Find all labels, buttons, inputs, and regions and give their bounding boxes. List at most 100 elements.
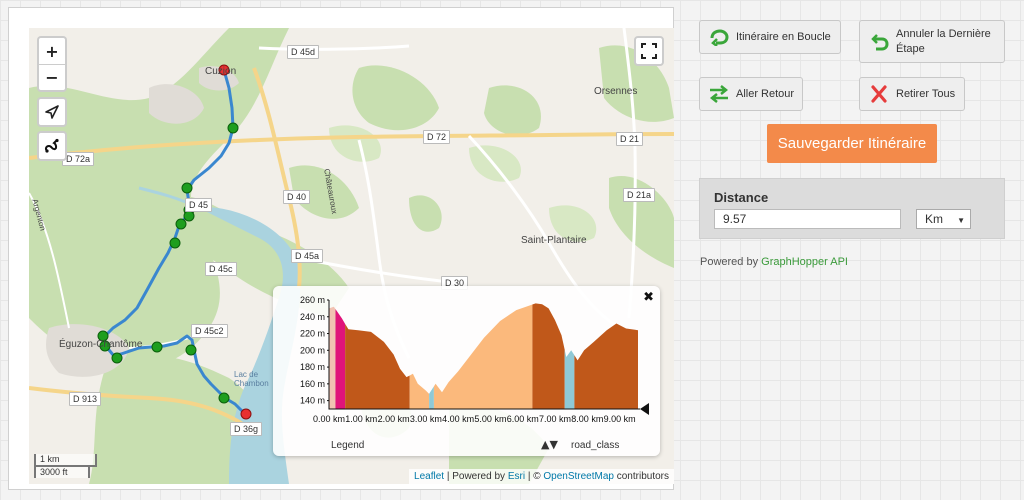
y-tick-label: 200 m — [300, 345, 325, 355]
y-tick-label: 160 m — [300, 379, 325, 389]
fullscreen-icon — [641, 43, 657, 59]
map-attribution: Leaflet | Powered by Esri | © OpenStreet… — [409, 469, 674, 484]
x-tick-label: 1.00 km — [345, 414, 377, 424]
unit-select[interactable]: Km ▼ — [916, 209, 971, 229]
remove-all-button[interactable]: Retirer Tous — [859, 77, 965, 111]
undo-line-2: Étape — [896, 42, 925, 55]
place-label: Éguzon-Chantôme — [59, 339, 143, 350]
remove-all-label: Retirer Tous — [896, 88, 956, 100]
road-badge: D 45c2 — [191, 324, 228, 338]
x-tick-label: 8.00 km — [571, 414, 603, 424]
distance-title: Distance — [714, 190, 769, 205]
place-label: Cuzion — [205, 66, 237, 77]
place-label: Lac de Chambon — [234, 370, 269, 388]
road-badge: D 45d — [287, 45, 320, 59]
graphhopper-link[interactable]: GraphHopper API — [761, 256, 848, 268]
road-badge: D 45c — [205, 262, 237, 276]
elevation-segment — [574, 323, 638, 409]
waypoint-marker — [181, 182, 193, 194]
elevation-segment — [532, 303, 565, 409]
x-tick-label: 9.00 km — [604, 414, 636, 424]
loop-route-button[interactable]: Itinéraire en Boucle — [699, 20, 841, 54]
loop-arrow-icon — [710, 29, 729, 46]
round-trip-button[interactable]: Aller Retour — [699, 77, 803, 111]
undo-arrow-icon — [871, 33, 889, 50]
elevation-segment — [433, 304, 533, 409]
y-tick-label: 220 m — [300, 329, 325, 339]
zoom-in-button[interactable]: + — [45, 41, 59, 61]
y-tick-label: 180 m — [300, 362, 325, 372]
elevation-axes — [328, 300, 640, 410]
attribution-text: | Powered by — [444, 471, 508, 482]
scale-bar: 1 km 3000 ft — [34, 454, 97, 478]
road-badge: D 21 — [616, 132, 644, 146]
end-marker — [240, 408, 252, 420]
waypoint-marker — [151, 341, 163, 353]
waypoint-marker — [175, 218, 187, 230]
route-tool-control — [37, 131, 67, 161]
osm-link[interactable]: OpenStreetMap — [543, 471, 614, 482]
x-tick-label: 4.00 km — [442, 414, 474, 424]
road-badge: D 36g — [230, 422, 263, 436]
waypoint-marker — [185, 344, 197, 356]
locate-button[interactable] — [39, 99, 65, 125]
undo-last-step-button[interactable]: Annuler la Dernière Étape — [859, 20, 1005, 63]
distance-panel: Distance 9.57 Km ▼ — [699, 178, 1005, 239]
waypoint-marker — [183, 210, 195, 222]
elevation-legend-label[interactable]: Legend — [331, 440, 365, 451]
elevation-segment — [345, 323, 410, 409]
start-marker — [218, 64, 230, 76]
chevron-down-icon: ▼ — [957, 216, 965, 225]
sort-toggle-icon[interactable]: ▲▼ — [541, 438, 558, 451]
route-squiggle-icon — [44, 138, 59, 153]
x-tick-label: 7.00 km — [539, 414, 571, 424]
swap-arrows-icon — [709, 85, 729, 103]
elevation-segment — [329, 306, 336, 409]
powered-by: Powered by GraphHopper API — [700, 256, 848, 268]
waypoint-marker — [227, 122, 239, 134]
x-tick-label: 3.00 km — [410, 414, 442, 424]
road-badge: D 40 — [283, 190, 311, 204]
fullscreen-button[interactable] — [636, 38, 662, 64]
close-icon[interactable]: ✖ — [643, 290, 654, 305]
road-badge: D 45a — [291, 249, 324, 263]
waypoint-marker — [218, 392, 230, 404]
fullscreen-control — [634, 36, 664, 66]
road-badge: D 21a — [623, 188, 656, 202]
position-marker-icon[interactable] — [640, 403, 649, 415]
road-class-label: road_class — [571, 440, 620, 451]
y-tick-label: 140 m — [300, 396, 325, 406]
save-route-button[interactable]: Sauvegarder Itinéraire — [767, 124, 937, 163]
x-tick-label: 2.00 km — [378, 414, 410, 424]
locate-control — [37, 97, 67, 127]
elevation-chart: 260 m 240 m 220 m 200 m 180 m 160 m 140 m 0.00 … — [300, 295, 649, 424]
loop-route-label: Itinéraire en Boucle — [736, 31, 831, 43]
meadow-areas — [329, 125, 597, 242]
elevation-profile: ✖ 260 m 240 m 220 m 200 m 180 m 160 m 140 m 0.0… — [273, 286, 660, 456]
undo-last-step-label: Annuler la Dernière Étape — [896, 27, 991, 57]
elevation-segment — [429, 386, 434, 409]
waypoint-marker — [169, 237, 181, 249]
elevation-segment — [335, 309, 346, 409]
distance-field[interactable]: 9.57 — [714, 209, 901, 229]
y-tick-label: 240 m — [300, 312, 325, 322]
unit-select-value: Km — [925, 212, 943, 226]
map[interactable]: Cuzion Orsennes Saint-Plantaire Éguzon-C… — [29, 28, 674, 484]
round-trip-label: Aller Retour — [736, 88, 795, 100]
navigation-arrow-icon — [45, 105, 59, 119]
zoom-control: + − — [37, 36, 67, 92]
powered-prefix: Powered by — [700, 256, 762, 268]
place-label: Orsennes — [594, 86, 638, 97]
close-x-icon — [871, 85, 887, 103]
attribution-text: contributors — [613, 471, 669, 482]
map-frame: Cuzion Orsennes Saint-Plantaire Éguzon-C… — [8, 7, 674, 490]
zoom-out-button[interactable]: − — [39, 64, 65, 90]
esri-link[interactable]: Esri — [507, 471, 526, 482]
waypoint-marker — [111, 352, 123, 364]
undo-line-1: Annuler la Dernière — [896, 27, 991, 40]
leaflet-link[interactable]: Leaflet — [414, 471, 445, 482]
x-tick-label: 5.00 km — [474, 414, 506, 424]
route-tool-button[interactable] — [39, 133, 65, 159]
y-tick-label: 260 m — [300, 295, 325, 305]
road-badge: D 72 — [423, 130, 451, 144]
